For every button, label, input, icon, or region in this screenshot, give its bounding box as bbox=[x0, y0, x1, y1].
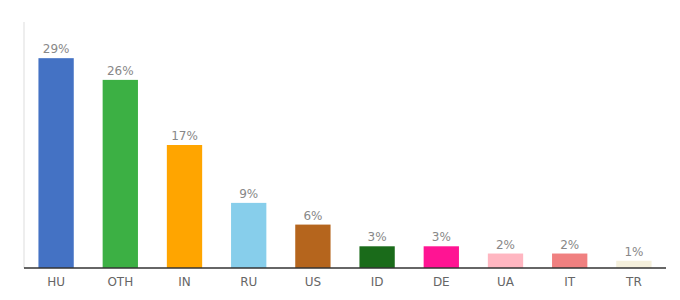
x-tick-label: ID bbox=[371, 275, 384, 289]
data-label: 6% bbox=[303, 209, 322, 223]
bar bbox=[552, 254, 587, 268]
data-label: 26% bbox=[107, 64, 134, 78]
data-label: 17% bbox=[171, 129, 198, 143]
bar bbox=[359, 246, 394, 268]
y-axis-line bbox=[24, 22, 25, 268]
bar bbox=[167, 145, 202, 268]
x-tick-label: RU bbox=[240, 275, 257, 289]
data-label: 3% bbox=[368, 230, 387, 244]
data-label: 9% bbox=[239, 187, 258, 201]
bar bbox=[295, 225, 330, 268]
data-label: 2% bbox=[496, 238, 515, 252]
x-tick-label: IN bbox=[178, 275, 191, 289]
data-label: 1% bbox=[624, 245, 643, 259]
x-tick-label: UA bbox=[497, 275, 515, 289]
x-tick-label: OTH bbox=[107, 275, 133, 289]
data-label: 2% bbox=[560, 238, 579, 252]
chart: HU OTH IN RU US ID DE UA IT TR 29% 26% 17% 9% 6% 3% 3% 2%… bbox=[0, 0, 680, 300]
data-label: 3% bbox=[432, 230, 451, 244]
x-tick-label: TR bbox=[625, 275, 642, 289]
bar bbox=[424, 246, 459, 268]
page: {"chart_data": {"type": "bar", "categori… bbox=[0, 0, 680, 300]
bar bbox=[38, 58, 73, 268]
bar bbox=[616, 261, 651, 268]
data-labels: 29% 26% 17% 9% 6% 3% 3% 2% 2% 1% bbox=[43, 42, 644, 259]
x-tick-labels: HU OTH IN RU US ID DE UA IT TR bbox=[47, 275, 642, 289]
bar bbox=[488, 254, 523, 268]
bar bbox=[103, 80, 138, 268]
x-tick-label: HU bbox=[47, 275, 65, 289]
data-label: 29% bbox=[43, 42, 70, 56]
chart-container: HU OTH IN RU US ID DE UA IT TR 29% 26% 17% 9% 6% 3% 3% 2%… bbox=[0, 0, 680, 300]
x-tick-label: DE bbox=[433, 275, 450, 289]
x-axis-line bbox=[24, 267, 666, 269]
x-tick-label: IT bbox=[564, 275, 576, 289]
bars bbox=[38, 58, 651, 268]
x-tick-label: US bbox=[305, 275, 321, 289]
bar bbox=[231, 203, 266, 268]
